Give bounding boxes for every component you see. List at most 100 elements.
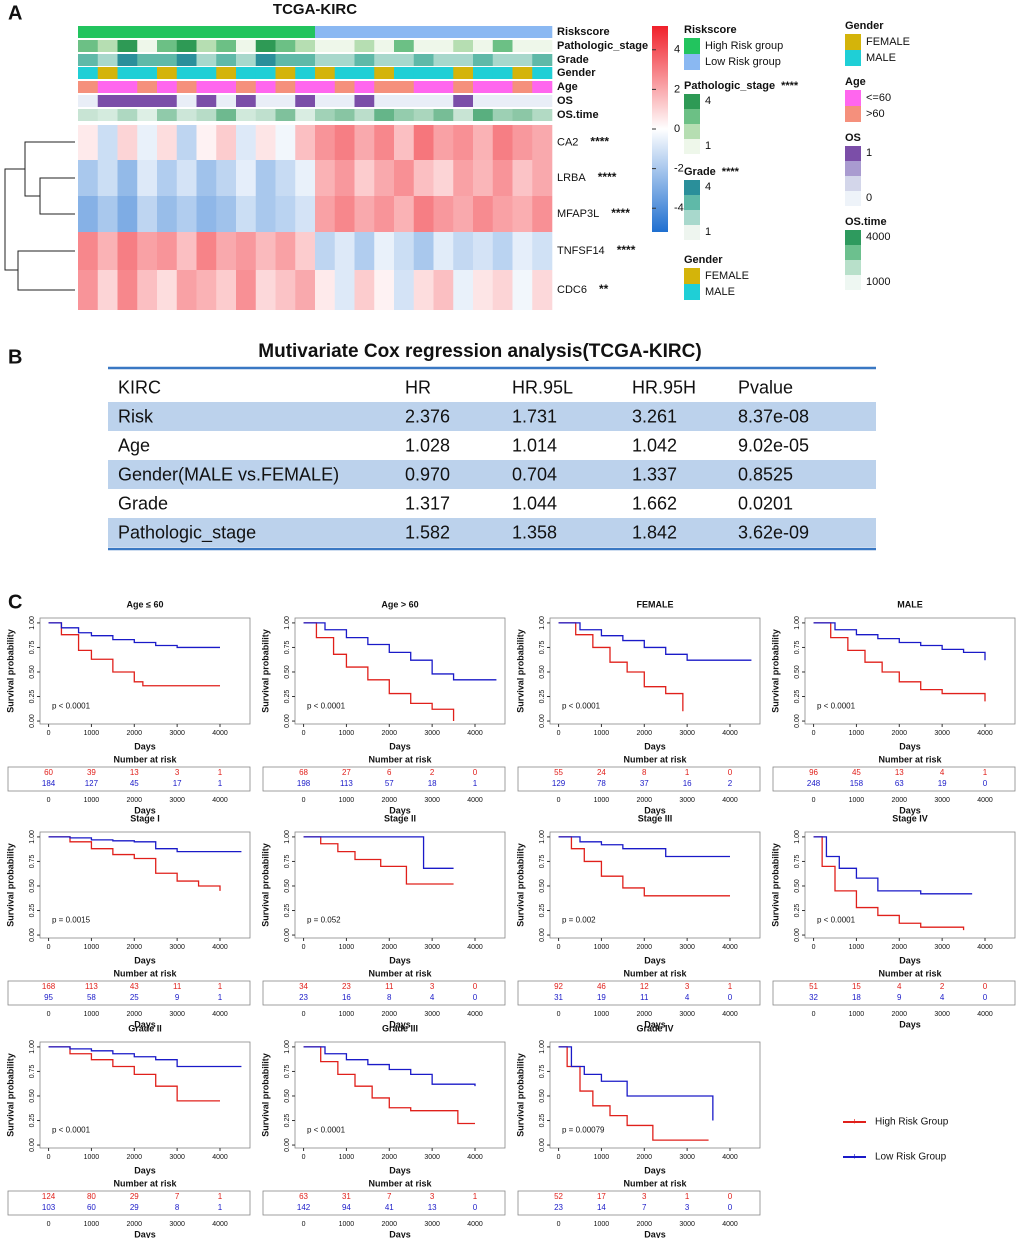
annotation-cell: [374, 109, 395, 121]
plot-title: Stage III: [638, 813, 673, 823]
risk-count: 0: [473, 768, 478, 777]
heatmap-cell: [97, 232, 118, 270]
risk-count: 0: [983, 779, 988, 788]
heatmap-cell: [334, 232, 355, 270]
heatmap-cell: [315, 232, 336, 270]
track-label: Pathologic_stage: [557, 40, 648, 52]
y-tick-label: 0.50: [539, 1089, 546, 1103]
risk-table-frame: [772, 980, 1016, 1006]
plot-frame: [39, 617, 251, 725]
risk-count: 2: [430, 768, 435, 777]
plot-frame: [549, 831, 761, 939]
risk-table-frame: [517, 766, 761, 792]
heatmap-cell: [216, 125, 237, 160]
significance: ****: [617, 243, 636, 257]
plot-title: Age > 60: [381, 599, 418, 609]
annotation-cell: [275, 54, 296, 66]
annotation-cell: [354, 81, 375, 93]
x-tick-label: 4000: [467, 1154, 483, 1161]
annotation-cell: [354, 54, 375, 66]
risk-count: 13: [895, 768, 904, 777]
x-tick-label: 2000: [126, 1154, 142, 1161]
legend-label: FEMALE: [866, 36, 910, 48]
x-tick-label: 4000: [722, 797, 738, 804]
annotation-cell: [532, 54, 553, 66]
annotation-cell: [176, 54, 197, 66]
x-tick-label: 1000: [339, 730, 355, 737]
x-tick-label: 1000: [339, 944, 355, 951]
heatmap-cell: [413, 232, 434, 270]
x-tick-label: 3000: [169, 730, 185, 737]
table-row-bg: [108, 402, 876, 431]
heatmap-cell: [492, 270, 513, 310]
heatmap-cell: [473, 125, 494, 160]
heatmap-cell: [236, 232, 257, 270]
x-tick-label: 2000: [636, 1221, 652, 1228]
legend-label: 0: [866, 192, 872, 204]
risk-count: 13: [428, 1203, 437, 1212]
p-value: p < 0.0001: [307, 1125, 346, 1134]
table-cell: 1.358: [512, 522, 557, 542]
x-tick-label: 0: [557, 1011, 561, 1018]
y-tick-label: 0.75: [29, 641, 36, 655]
legend-swatch: [845, 161, 861, 176]
risk-count: 3: [685, 1203, 690, 1212]
x-tick-label: 4000: [467, 730, 483, 737]
heatmap-cell: [275, 232, 296, 270]
heatmap-cell: [512, 160, 533, 196]
table-cell: 0.8525: [738, 464, 793, 484]
p-value: p < 0.0001: [307, 701, 346, 710]
plot-frame: [804, 617, 1016, 725]
panel-label: B: [8, 346, 22, 368]
heatmap-cell: [413, 125, 434, 160]
legend-swatch: [845, 34, 861, 50]
x-axis-label: Days: [389, 1229, 411, 1238]
y-tick-label: 1.00: [539, 616, 546, 630]
annotation-cell: [413, 67, 434, 79]
y-tick-label: 1.00: [794, 830, 801, 844]
risk-count: 31: [342, 1192, 351, 1201]
legend-swatch: [684, 139, 700, 154]
heatmap-cell: [492, 160, 513, 196]
x-axis-label: Days: [644, 1019, 666, 1029]
plot-title: Grade III: [382, 1023, 418, 1033]
risk-count: 37: [640, 779, 649, 788]
annotation-cell: [97, 109, 118, 121]
x-axis-label: Days: [389, 955, 411, 965]
annotation-cell: [492, 40, 513, 52]
annotation-cell: [532, 67, 553, 79]
heatmap-cell: [196, 125, 217, 160]
risk-count: 127: [85, 779, 99, 788]
heatmap-cell: [137, 125, 158, 160]
heatmap-cell: [354, 270, 375, 310]
y-tick-label: 0.50: [29, 665, 36, 679]
x-tick-label: 1000: [84, 730, 100, 737]
annotation-cell: [275, 81, 296, 93]
x-tick-label: 3000: [679, 1011, 695, 1018]
risk-count: 12: [640, 982, 649, 991]
legend-label: 1: [866, 147, 872, 159]
heatmap-cell: [157, 270, 178, 310]
x-tick-label: 2000: [636, 944, 652, 951]
heatmap-cell: [512, 125, 533, 160]
annotation-cell: [413, 26, 434, 38]
annotation-cell: [157, 54, 178, 66]
survival-curve: [813, 622, 986, 702]
table-cell: Age: [118, 435, 150, 455]
annotation-cell: [374, 81, 395, 93]
table-cell: 1.044: [512, 493, 557, 513]
risk-count: 41: [385, 1203, 394, 1212]
heatmap-cell: [216, 270, 237, 310]
risk-count: 6: [387, 768, 392, 777]
risk-count: 1: [685, 768, 690, 777]
legend-swatch: [684, 124, 700, 139]
y-tick-label: 0.50: [539, 879, 546, 893]
legend-swatch: [684, 225, 700, 240]
risk-count: 4: [685, 993, 690, 1002]
survival-curve: [813, 836, 973, 895]
annotation-cell: [334, 40, 355, 52]
table-cell: Pathologic_stage: [118, 522, 256, 543]
annotation-cell: [433, 109, 454, 121]
heatmap-cell: [255, 125, 276, 160]
annotation-cell: [492, 95, 513, 107]
